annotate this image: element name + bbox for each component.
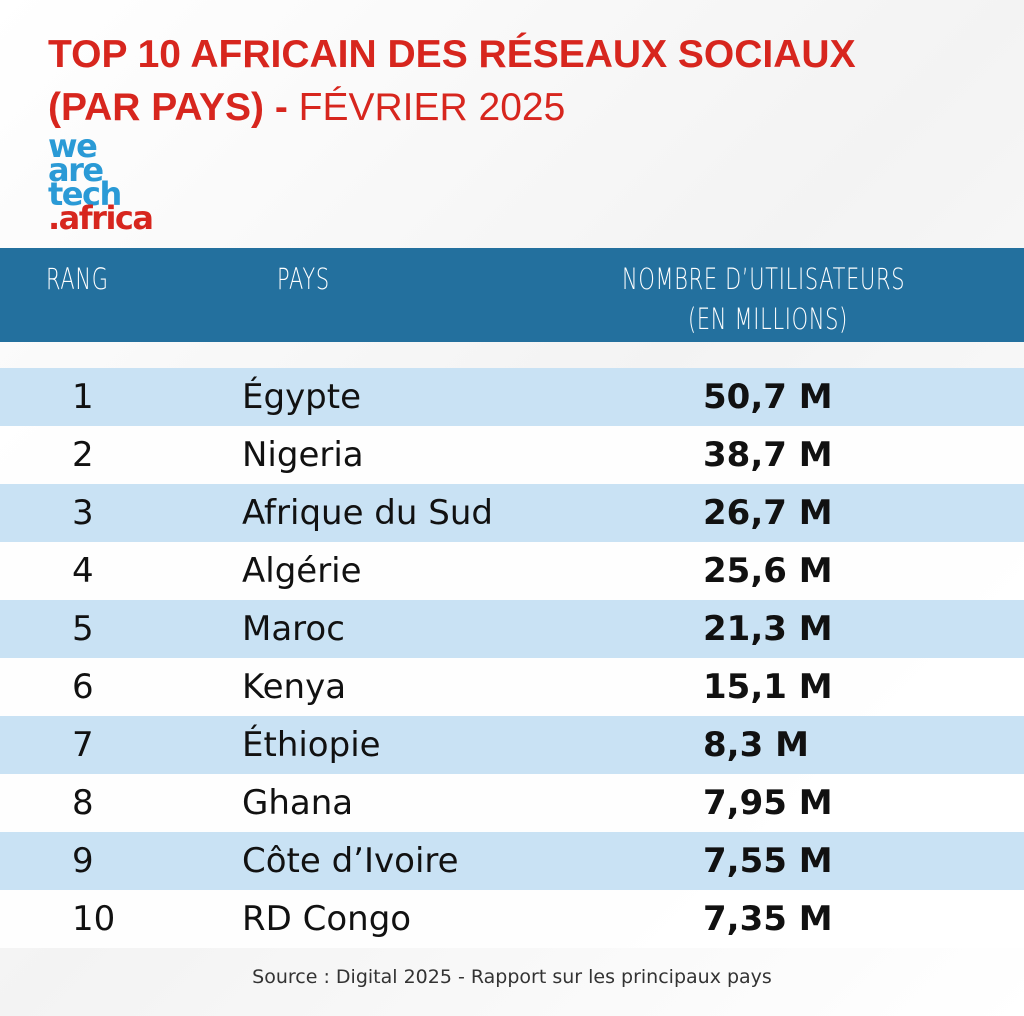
rank: 1 bbox=[72, 377, 94, 417]
users: 7,35 M bbox=[703, 899, 833, 939]
users: 7,95 M bbox=[703, 783, 833, 823]
rank: 4 bbox=[72, 551, 94, 591]
country: Éthiopie bbox=[242, 725, 381, 765]
country: RD Congo bbox=[242, 899, 412, 939]
rank: 8 bbox=[72, 783, 94, 823]
users: 8,3 M bbox=[703, 725, 809, 765]
users: 50,7 M bbox=[703, 377, 833, 417]
country: Nigeria bbox=[242, 435, 364, 475]
header-cell: (EN MILLIONS) bbox=[688, 302, 849, 336]
rank: 7 bbox=[72, 725, 94, 765]
logo: tech bbox=[48, 175, 122, 213]
rank: 9 bbox=[72, 841, 94, 881]
logo: we bbox=[48, 127, 98, 165]
table-row: 3 Afrique du Sud 26,7 M bbox=[0, 484, 1024, 542]
country: Afrique du Sud bbox=[242, 493, 493, 533]
rank: 5 bbox=[72, 609, 94, 649]
table-row: 4 Algérie 25,6 M bbox=[0, 542, 1024, 600]
header-cell: RANG bbox=[46, 262, 109, 296]
title: (PAR PAYS) - FÉVRIER 2025 bbox=[48, 86, 565, 130]
country: Ghana bbox=[242, 783, 354, 823]
users: 25,6 M bbox=[703, 551, 833, 591]
users: 7,55 M bbox=[703, 841, 833, 881]
table-row: 1 Égypte 50,7 M bbox=[0, 368, 1024, 426]
title-part: FÉVRIER 2025 bbox=[298, 86, 566, 129]
country: Côte d’Ivoire bbox=[242, 841, 459, 881]
table-row: 2 Nigeria 38,7 M bbox=[0, 426, 1024, 484]
rank: 6 bbox=[72, 667, 94, 707]
title: TOP 10 AFRICAIN DES RÉSEAUX SOCIAUX bbox=[48, 33, 856, 76]
rank: 3 bbox=[72, 493, 94, 533]
users: 15,1 M bbox=[703, 667, 833, 707]
table-row: 8 Ghana 7,95 M bbox=[0, 774, 1024, 832]
header-cell: PAYS bbox=[277, 262, 330, 296]
table-row: 10 RD Congo 7,35 M bbox=[0, 890, 1024, 948]
rank: 10 bbox=[72, 899, 116, 939]
logo: are bbox=[48, 151, 104, 189]
users: 38,7 M bbox=[703, 435, 833, 475]
table-row: 7 Éthiopie 8,3 M bbox=[0, 716, 1024, 774]
table-row: 9 Côte d’Ivoire 7,55 M bbox=[0, 832, 1024, 890]
table-header: RANG PAYS NOMBRE D’UTILISATEURS (EN MILL… bbox=[0, 248, 1024, 342]
header-cell: NOMBRE D’UTILISATEURS bbox=[622, 262, 906, 296]
country: Maroc bbox=[242, 609, 345, 649]
country: Algérie bbox=[242, 551, 362, 591]
logo: .africa bbox=[48, 199, 154, 237]
table-row: 5 Maroc 21,3 M bbox=[0, 600, 1024, 658]
source: Source : Digital 2025 - Rapport sur les … bbox=[252, 966, 772, 988]
country: Égypte bbox=[242, 377, 362, 417]
country: Kenya bbox=[242, 667, 347, 707]
users: 26,7 M bbox=[703, 493, 833, 533]
title-part: (PAR PAYS) - bbox=[48, 86, 288, 129]
table-row: 6 Kenya 15,1 M bbox=[0, 658, 1024, 716]
users: 21,3 M bbox=[703, 609, 833, 649]
rank: 2 bbox=[72, 435, 94, 475]
